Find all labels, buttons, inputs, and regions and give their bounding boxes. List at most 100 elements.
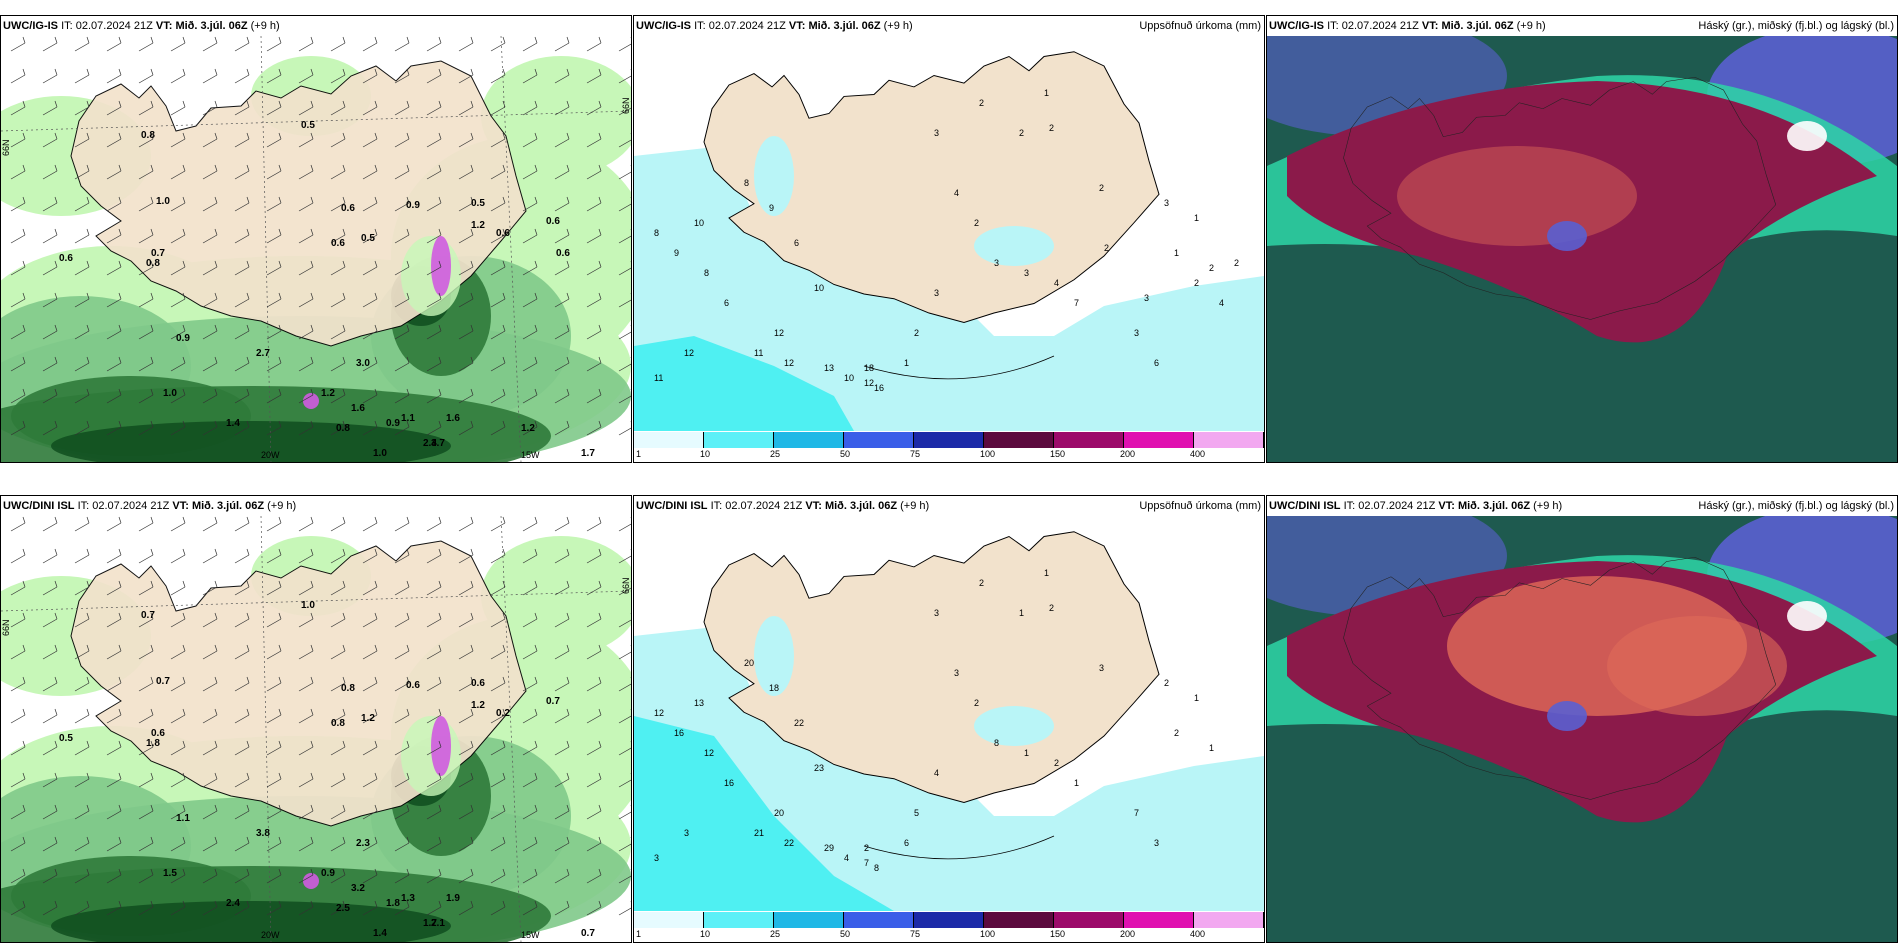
wind-barb xyxy=(298,612,314,628)
wind-barb xyxy=(234,132,250,148)
wind-barb xyxy=(458,580,474,596)
wind-barb xyxy=(426,164,442,180)
wind-barb xyxy=(618,773,631,788)
colorbar-swatch xyxy=(844,912,914,928)
colorbar-tick-label: 150 xyxy=(1050,929,1066,939)
wind-barb xyxy=(586,676,602,692)
wind-barb xyxy=(202,868,218,884)
wind-barb xyxy=(522,132,538,148)
colorbar-swatch xyxy=(704,912,774,928)
wind-barb xyxy=(522,324,538,340)
wind-barb xyxy=(362,772,378,788)
wind-barb xyxy=(586,260,602,276)
wind-barb xyxy=(330,100,346,116)
wind-barb xyxy=(266,740,282,756)
precip-value-label: 0.6 xyxy=(59,253,73,264)
wind-barb xyxy=(234,900,250,916)
precip-value-label: 7 xyxy=(1134,808,1139,818)
wind-barb xyxy=(394,548,410,564)
wind-barb xyxy=(458,772,474,788)
wind-barb xyxy=(554,868,570,884)
wind-barb xyxy=(330,740,346,756)
wind-barb xyxy=(138,900,154,916)
wind-barb xyxy=(170,804,186,820)
precip-value-label: 0.5 xyxy=(361,233,375,244)
wind-barb xyxy=(394,324,410,340)
wind-barb xyxy=(170,580,186,596)
wind-barb xyxy=(106,644,122,660)
wind-barb xyxy=(42,900,58,916)
precip-value-label: 8 xyxy=(704,268,709,278)
precip-value-label: 1 xyxy=(1194,693,1199,703)
wind-barb xyxy=(202,292,218,308)
wind-barb xyxy=(106,292,122,308)
precip-value-label: 4 xyxy=(1219,298,1224,308)
wind-barb xyxy=(106,772,122,788)
wind-barb xyxy=(106,900,122,916)
wind-barb xyxy=(106,804,122,820)
panel-title: Háský (gr.), miðský (fj.bl.) og lágský (… xyxy=(1698,20,1894,32)
wind-barb xyxy=(618,837,631,852)
wind-barb xyxy=(10,292,26,308)
colorbar-swatch xyxy=(774,432,844,448)
wind-barb xyxy=(266,868,282,884)
wind-barb xyxy=(202,612,218,628)
wind-barb xyxy=(202,740,218,756)
panel-header: UWC/IG-IS IT: 02.07.2024 21Z VT: Mið. 3.… xyxy=(636,20,913,32)
panel-header: UWC/DINI ISL IT: 02.07.2024 21Z VT: Mið.… xyxy=(1269,500,1563,512)
colorbar-tick-label: 200 xyxy=(1120,929,1136,939)
wind-barb xyxy=(10,516,26,532)
wind-barb xyxy=(426,196,442,212)
wind-barb xyxy=(362,548,378,564)
wind-barb xyxy=(426,548,442,564)
wind-barb xyxy=(362,516,378,532)
wind-barb xyxy=(618,421,631,436)
wind-barb xyxy=(170,708,186,724)
wind-barb xyxy=(522,580,538,596)
precip-value-label: 1.2 xyxy=(321,388,335,399)
wind-barb xyxy=(42,548,58,564)
precip-value-label: 3 xyxy=(1144,293,1149,303)
colorbar-swatch xyxy=(634,912,704,928)
wind-barb xyxy=(394,356,410,372)
wind-barb xyxy=(362,324,378,340)
wind-barb xyxy=(298,388,314,404)
wind-barb xyxy=(298,900,314,916)
wind-barb xyxy=(490,708,506,724)
panel-header: UWC/DINI ISL IT: 02.07.2024 21Z VT: Mið.… xyxy=(3,500,297,512)
wind-barb xyxy=(234,292,250,308)
precip-value-label: 1 xyxy=(1044,568,1049,578)
wind-barb xyxy=(42,36,58,52)
wind-barb xyxy=(266,580,282,596)
wind-barb xyxy=(74,868,90,884)
wind-barb xyxy=(74,836,90,852)
precip-value-label: 0.8 xyxy=(146,258,160,269)
colorbar-swatch xyxy=(1194,432,1264,448)
wind-barb xyxy=(554,356,570,372)
wind-barb xyxy=(138,612,154,628)
precip-value-label: 0.9 xyxy=(386,418,400,429)
wind-barb xyxy=(202,324,218,340)
precip-value-label: 6 xyxy=(1154,358,1159,368)
precip-value-label: 1.4 xyxy=(373,928,387,939)
wind-barb xyxy=(138,228,154,244)
wind-barb xyxy=(202,548,218,564)
wind-barb xyxy=(618,549,631,564)
wind-barb xyxy=(170,676,186,692)
wind-barb xyxy=(42,580,58,596)
wind-barb xyxy=(138,164,154,180)
wind-barb xyxy=(138,836,154,852)
precip-value-label: 2 xyxy=(1099,183,1104,193)
wind-barb xyxy=(586,100,602,116)
precip-value-label: 3 xyxy=(1024,268,1029,278)
wind-barb xyxy=(10,676,26,692)
wind-barb xyxy=(42,260,58,276)
wind-barb xyxy=(234,740,250,756)
wind-barb xyxy=(106,324,122,340)
wind-barb xyxy=(522,228,538,244)
precip-value-label: 0.8 xyxy=(141,130,155,141)
wind-barb xyxy=(394,420,410,436)
wind-barb xyxy=(170,836,186,852)
precip-value-label: 1.5 xyxy=(163,868,177,879)
precip-value-label: 2 xyxy=(1054,758,1059,768)
